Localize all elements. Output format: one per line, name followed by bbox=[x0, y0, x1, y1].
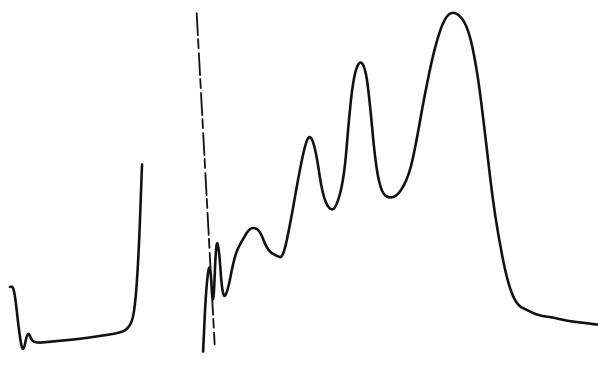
trace-segment-1 bbox=[8, 163, 144, 351]
injection-spike-line bbox=[195, 12, 216, 346]
trace-segment-2 bbox=[201, 11, 598, 353]
